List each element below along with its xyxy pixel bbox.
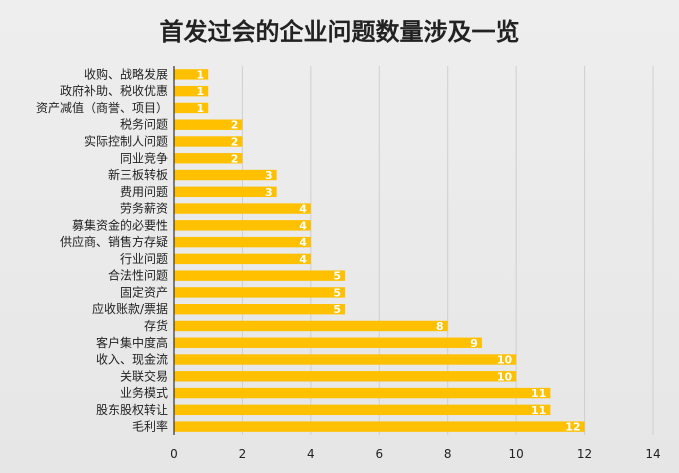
- data-label: 5: [333, 286, 341, 299]
- category-label: 政府补助、税收优惠: [60, 83, 168, 98]
- x-tick-label: 10: [509, 447, 524, 461]
- x-tick-label: 0: [170, 447, 178, 461]
- data-label: 5: [333, 303, 341, 316]
- data-label: 5: [333, 270, 341, 283]
- x-tick-label: 12: [577, 447, 592, 461]
- category-label: 劳务薪资: [120, 201, 168, 216]
- bar: [174, 387, 551, 399]
- bar: [174, 136, 243, 147]
- data-label: 1: [197, 68, 205, 81]
- category-label: 实际控制人问题: [84, 133, 168, 148]
- data-label: 2: [231, 135, 239, 148]
- x-tick-label: 6: [375, 447, 383, 461]
- category-label: 固定资产: [120, 284, 168, 299]
- data-label: 11: [531, 387, 546, 400]
- data-label: 4: [299, 203, 307, 216]
- bar: [174, 85, 209, 97]
- data-label: 9: [470, 337, 478, 350]
- category-label: 存货: [144, 318, 168, 333]
- data-label: 4: [299, 253, 307, 266]
- bar: [174, 404, 551, 416]
- data-label: 4: [299, 236, 307, 249]
- category-label: 费用问题: [120, 185, 168, 199]
- x-tick-label: 2: [239, 447, 247, 461]
- bar: [174, 119, 243, 130]
- bar: [174, 371, 517, 382]
- category-label: 收购、战略发展: [84, 66, 168, 81]
- category-label: 资产减值（商誉、项目）: [36, 100, 168, 115]
- bar: [174, 253, 311, 265]
- data-label: 3: [265, 169, 273, 182]
- data-label: 12: [565, 421, 580, 434]
- bar: [174, 236, 311, 248]
- bar: [174, 153, 243, 164]
- data-label: 1: [197, 85, 205, 98]
- x-tick-label: 14: [645, 447, 660, 461]
- category-label: 供应商、销售方存疑: [60, 234, 168, 249]
- category-label: 税务问题: [120, 117, 168, 132]
- category-label: 关联交易: [120, 368, 168, 383]
- data-label: 3: [265, 186, 273, 199]
- data-label: 1: [197, 102, 205, 115]
- bar: [174, 186, 277, 197]
- data-label: 2: [231, 119, 239, 132]
- category-label: 客户集中度高: [96, 335, 168, 350]
- bar: [174, 169, 277, 181]
- bar: [174, 304, 346, 315]
- category-label: 股东股权转让: [96, 402, 168, 417]
- category-label: 收入、现金流: [96, 352, 168, 367]
- x-tick-label: 4: [307, 447, 315, 461]
- category-label: 新三板转板: [108, 167, 168, 182]
- data-label: 2: [231, 152, 239, 165]
- bar: [174, 337, 482, 348]
- bar: [174, 320, 448, 332]
- category-label: 应收账款/票据: [92, 301, 168, 316]
- data-label: 4: [299, 219, 307, 232]
- bar: [174, 270, 346, 281]
- x-tick-label: 8: [444, 447, 452, 461]
- category-label: 行业问题: [120, 252, 168, 266]
- data-label: 11: [531, 404, 546, 417]
- category-label: 毛利率: [132, 419, 168, 434]
- data-label: 10: [497, 354, 513, 367]
- bar: [174, 421, 585, 432]
- bar: [174, 220, 311, 231]
- bar: [174, 69, 209, 80]
- bar: [174, 354, 517, 365]
- category-label: 业务模式: [120, 385, 168, 400]
- category-label: 合法性问题: [108, 268, 168, 283]
- chart-title: 首发过会的企业问题数量涉及一览: [159, 18, 520, 46]
- bar: [174, 287, 346, 298]
- category-label: 同业竞争: [120, 151, 168, 165]
- data-label: 8: [436, 320, 444, 333]
- bar: [174, 102, 209, 114]
- data-label: 10: [497, 370, 513, 383]
- bar: [174, 203, 311, 214]
- category-label: 募集资金的必要性: [72, 217, 168, 232]
